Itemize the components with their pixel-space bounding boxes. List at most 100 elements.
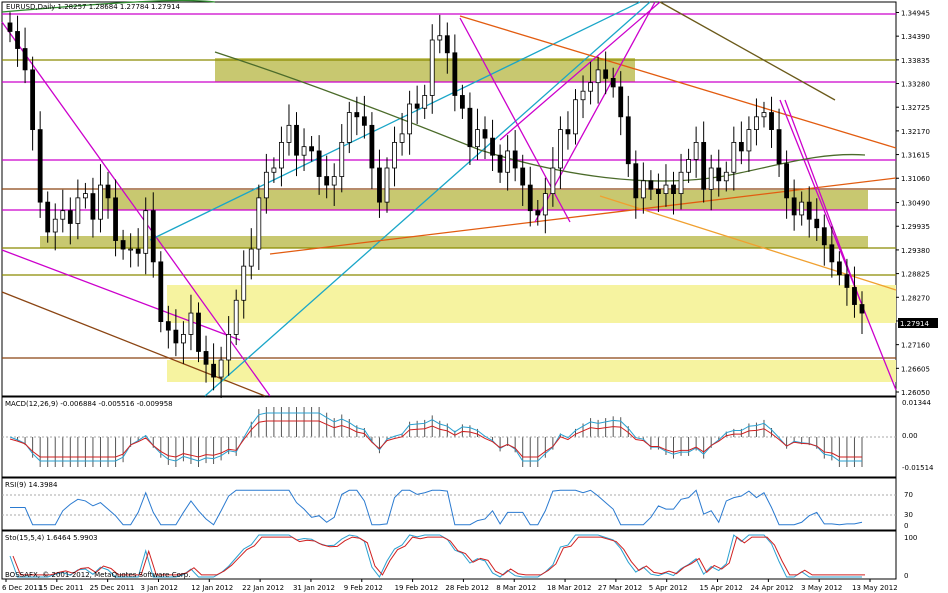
candle xyxy=(263,153,269,214)
candle xyxy=(256,184,262,270)
candle xyxy=(52,203,58,251)
candle xyxy=(7,12,13,43)
current-price-box xyxy=(898,318,938,328)
macd-panel xyxy=(1,396,897,478)
candle xyxy=(806,186,812,238)
candle xyxy=(852,266,857,318)
time-tick-0: 6 Dec 2011 xyxy=(2,584,42,592)
candles xyxy=(7,12,865,398)
stoch-d-line xyxy=(12,536,865,576)
candle xyxy=(799,191,805,226)
candle xyxy=(573,89,578,145)
time-tick-14: 15 Apr 2012 xyxy=(700,584,743,592)
candle xyxy=(98,164,103,233)
candle xyxy=(550,147,556,207)
candle xyxy=(286,104,292,156)
candle xyxy=(678,153,684,210)
candle xyxy=(294,112,299,177)
stoch-k-line xyxy=(9,534,862,578)
candle xyxy=(821,214,827,266)
candle xyxy=(467,92,473,166)
candle xyxy=(754,98,759,146)
candle xyxy=(429,24,435,114)
candle xyxy=(603,51,609,95)
candle xyxy=(128,233,134,268)
price-tick-1: 1.34390 xyxy=(901,33,930,41)
candle xyxy=(120,229,126,260)
zones xyxy=(40,58,896,382)
price-tick-3: 1.33280 xyxy=(901,81,930,89)
candle xyxy=(640,162,646,214)
candle xyxy=(279,126,284,187)
candle xyxy=(829,226,835,278)
candle xyxy=(535,200,541,226)
candle xyxy=(414,85,420,125)
candle xyxy=(844,258,850,306)
candle xyxy=(354,96,360,136)
rsi-panel xyxy=(1,477,897,531)
candle xyxy=(346,101,352,154)
candle xyxy=(648,170,654,200)
candle xyxy=(113,179,118,257)
time-tick-6: 31 Jan 2012 xyxy=(293,584,335,592)
candle xyxy=(791,179,797,231)
time-tick-12: 27 Mar 2012 xyxy=(598,584,642,592)
candle xyxy=(60,189,66,233)
stoch-tick-0: 0 xyxy=(904,572,908,580)
candle xyxy=(22,27,28,84)
candle xyxy=(663,164,669,207)
candle xyxy=(625,95,631,177)
candle xyxy=(731,126,737,191)
stoch-panel xyxy=(1,530,897,580)
candle xyxy=(196,302,201,363)
candle xyxy=(158,251,164,333)
candle xyxy=(475,108,480,160)
candle xyxy=(716,149,722,197)
candle xyxy=(859,291,865,334)
candle xyxy=(105,171,111,219)
macd-tick-top: 0.01344 xyxy=(902,399,931,407)
candle xyxy=(15,15,20,67)
candle xyxy=(422,84,428,119)
price-tick-14: 1.27160 xyxy=(901,342,930,350)
time-tick-4: 12 Jan 2012 xyxy=(191,584,233,592)
candle xyxy=(82,182,88,209)
candle xyxy=(761,101,767,128)
time-tick-5: 22 Jan 2012 xyxy=(242,584,284,592)
price-tick-10: 1.29380 xyxy=(901,247,930,255)
price-tick-16: 1.26050 xyxy=(901,389,930,397)
candle xyxy=(633,150,639,219)
candle xyxy=(30,56,36,151)
candle xyxy=(686,148,691,183)
candle xyxy=(490,119,495,171)
candle xyxy=(444,22,450,74)
candle xyxy=(135,228,141,267)
macd-label: MACD(12,26,9) -0.006884 -0.005516 -0.009… xyxy=(5,400,173,408)
symbol-header: EURUSD,Daily 1.28257 1.28684 1.27784 1.2… xyxy=(6,3,181,11)
candle xyxy=(150,192,156,278)
candle xyxy=(203,335,209,383)
candle xyxy=(399,112,405,156)
candle xyxy=(173,309,179,357)
candle xyxy=(776,108,782,177)
candle xyxy=(37,111,43,218)
candle xyxy=(339,124,345,193)
candle xyxy=(671,171,676,215)
rsi-line xyxy=(10,489,863,526)
candle xyxy=(188,294,194,351)
macd-tick-mid: 0.00 xyxy=(902,432,918,440)
candle xyxy=(656,173,661,212)
candle xyxy=(784,150,790,219)
current-price-label: 1.27914 xyxy=(900,320,929,328)
stoch-tick-100: 100 xyxy=(904,534,917,542)
horizontal-lines xyxy=(2,13,896,359)
stoch-label: Sto(15,5,4) 1.6464 5.9903 xyxy=(5,534,98,542)
candle xyxy=(814,198,820,241)
candle xyxy=(520,154,526,206)
time-tick-10: 8 Mar 2012 xyxy=(496,584,536,592)
candle xyxy=(377,149,382,218)
rsi-indicator xyxy=(2,489,896,526)
time-tick-7: 9 Feb 2012 xyxy=(344,584,383,592)
candle xyxy=(316,135,322,195)
